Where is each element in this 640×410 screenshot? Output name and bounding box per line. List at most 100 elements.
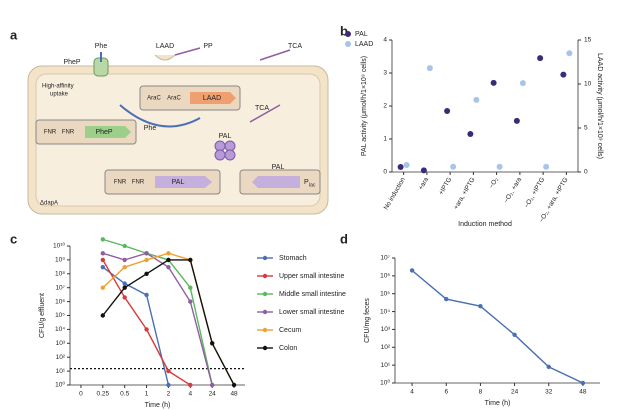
dot xyxy=(397,164,404,171)
legend-swatch xyxy=(262,273,268,279)
label: ΔdapA xyxy=(40,201,58,207)
y-tick-label: 10⁰ xyxy=(380,379,390,387)
dot xyxy=(513,117,520,124)
x-tick-label: 0.25 xyxy=(96,391,109,398)
x-tick-label: +ara xyxy=(417,176,430,191)
x-tick-label: 48 xyxy=(230,391,238,398)
gene xyxy=(85,126,131,138)
panel-label: b xyxy=(340,23,348,38)
dot xyxy=(543,163,550,170)
label: FNR xyxy=(132,180,145,186)
dot xyxy=(403,161,410,168)
x-tick-label: +IPTG xyxy=(438,176,454,196)
label: Phe xyxy=(95,43,108,50)
legend-label: PAL xyxy=(355,31,368,38)
point xyxy=(100,313,106,318)
y2-axis-label: LAAD activity (μmol/h/1×10⁹ cells) xyxy=(596,53,603,159)
x-tick-label: 6 xyxy=(444,389,448,396)
point xyxy=(512,332,517,338)
x-axis-label: Time (h) xyxy=(145,402,171,409)
point xyxy=(580,380,586,386)
label: AraC xyxy=(167,96,181,102)
point xyxy=(144,257,149,263)
legend-swatch xyxy=(262,255,268,261)
y-tick-label: 10¹ xyxy=(56,368,66,375)
label: LAAD xyxy=(156,43,174,50)
y-tick-label: 10¹ xyxy=(381,362,391,369)
y-tick-label: 4 xyxy=(383,37,387,44)
x-tick-label: +ara, +IPTG xyxy=(453,176,477,210)
label: FNR xyxy=(62,130,75,136)
panel-label: c xyxy=(10,231,17,246)
axes xyxy=(391,40,579,173)
y-tick-label: 10⁶ xyxy=(380,273,390,280)
point xyxy=(166,251,171,256)
point xyxy=(166,368,171,374)
y2-tick-label: 5 xyxy=(584,125,588,132)
line xyxy=(102,259,191,386)
point xyxy=(231,382,237,388)
x-tick-label: −O₂, +IPTG xyxy=(523,176,546,209)
label: PAL xyxy=(172,179,185,186)
legend-swatch xyxy=(262,309,268,315)
point xyxy=(122,257,127,263)
y-tick-label: 10⁰ xyxy=(55,381,65,389)
point xyxy=(100,237,106,242)
point xyxy=(100,285,106,290)
y2-tick-label: 0 xyxy=(584,169,588,176)
label: TCA xyxy=(288,43,302,50)
point xyxy=(166,264,171,270)
point xyxy=(144,292,149,298)
arrow xyxy=(174,47,291,123)
x-tick-label: 2 xyxy=(167,391,171,398)
point xyxy=(188,257,193,263)
x-tick-label: 48 xyxy=(579,389,587,396)
legend-label: Middle small intestine xyxy=(279,291,346,298)
legend-swatch xyxy=(262,345,268,351)
x-tick-label: 1 xyxy=(145,391,149,398)
pal-enzyme xyxy=(214,140,236,161)
x-tick-label: 4 xyxy=(189,391,193,398)
y-tick-label: 10⁹ xyxy=(55,257,65,264)
legend-label: Cecum xyxy=(279,327,301,334)
point xyxy=(209,341,215,346)
dot xyxy=(519,80,526,87)
y-tick-label: 10³ xyxy=(56,340,66,347)
legend-swatch xyxy=(262,291,268,297)
x-tick-label: No induction xyxy=(383,176,407,211)
point xyxy=(122,264,127,270)
point xyxy=(100,257,106,263)
x-tick-label: 0 xyxy=(79,391,83,398)
arrow xyxy=(100,52,201,128)
y-tick-label: 10⁵ xyxy=(55,312,65,319)
y-tick-label: 3 xyxy=(383,70,387,77)
y-tick-label: 0 xyxy=(383,169,387,176)
y-tick-label: 10⁵ xyxy=(380,290,390,297)
diagram: a Phe LAAD PP TCA PheP High-affinity upt… xyxy=(10,27,329,215)
x-tick-label: 8 xyxy=(479,389,483,396)
gene xyxy=(155,176,212,188)
line xyxy=(102,252,235,386)
y-tick-label: 10¹⁰ xyxy=(53,242,65,250)
dot xyxy=(537,55,544,62)
y-tick-label: 1 xyxy=(383,136,387,143)
dot xyxy=(490,79,497,86)
line xyxy=(411,269,584,384)
point xyxy=(100,251,106,256)
line xyxy=(102,266,170,386)
dot xyxy=(444,107,451,114)
point xyxy=(188,382,193,388)
label: High-affinity xyxy=(42,84,74,90)
legend-swatch xyxy=(345,31,351,37)
dot xyxy=(566,50,573,57)
label: P xyxy=(304,179,309,186)
y-tick-label: 10⁶ xyxy=(55,298,65,305)
legend-label: Stomach xyxy=(279,255,307,262)
label: TCA xyxy=(255,105,269,112)
label: PAL xyxy=(272,164,285,171)
y-tick-label: 10⁴ xyxy=(55,326,65,333)
y-tick-label: 10⁸ xyxy=(55,271,65,278)
y2-tick-label: 10 xyxy=(584,81,592,88)
y-tick-label: 10⁴ xyxy=(380,308,390,315)
